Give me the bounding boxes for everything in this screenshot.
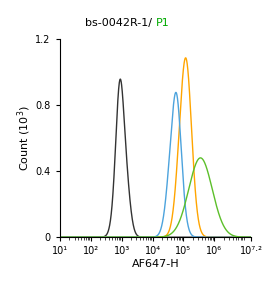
Text: P1: P1 [156,18,169,28]
Y-axis label: Count ($10^3$): Count ($10^3$) [15,105,33,171]
X-axis label: AF647-H: AF647-H [132,259,180,269]
Text: bs-0042R-1/: bs-0042R-1/ [85,18,156,28]
